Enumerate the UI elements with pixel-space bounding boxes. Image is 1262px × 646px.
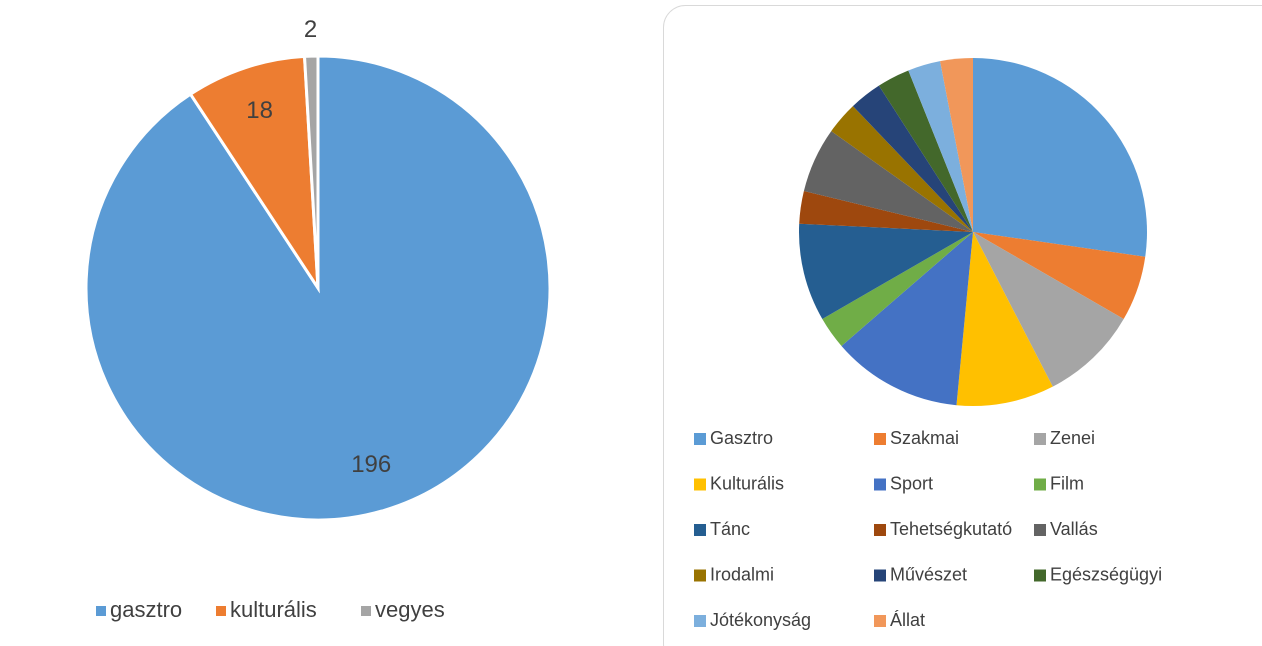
legend-swatch (694, 524, 706, 536)
pie-slice (822, 232, 973, 346)
legend-label: vegyes (375, 597, 445, 622)
legend-label: Zenei (1050, 428, 1095, 448)
pie-slice (973, 232, 1146, 319)
legend-swatch (1034, 433, 1046, 445)
legend-label: Sport (890, 473, 933, 493)
legend-label: Szakmai (890, 428, 959, 448)
pie-slice (973, 232, 1124, 387)
legend-swatch (1034, 524, 1046, 536)
legend-label: Tehetségkutató (890, 519, 1012, 539)
legend-label: Állat (890, 610, 925, 630)
data-label: 18 (246, 97, 273, 124)
legend-swatch (694, 615, 706, 627)
legend-swatch (874, 615, 886, 627)
legend-swatch (1034, 478, 1046, 491)
legend-label: Egészségügyi (1050, 564, 1162, 584)
legend-label: Vallás (1050, 519, 1098, 539)
legend-swatch (361, 606, 371, 616)
pie-slice (302, 54, 320, 289)
legend-label: Művészet (890, 564, 967, 584)
legend-label: Kulturális (710, 473, 784, 493)
pie-slice (188, 54, 320, 294)
legend-label: gasztro (110, 597, 182, 622)
legend-swatch (874, 524, 886, 536)
pie-slice (799, 223, 973, 319)
pie-slice (908, 61, 973, 232)
legend-swatch (694, 433, 706, 445)
legend-label: Gasztro (710, 428, 773, 448)
data-label: 2 (304, 16, 317, 43)
pie-slice (852, 85, 973, 232)
chart-frame (663, 5, 1262, 646)
legend-swatch (874, 433, 886, 445)
legend-label: kulturális (230, 597, 317, 622)
legend-swatch (694, 569, 706, 582)
legend-swatch (694, 478, 706, 491)
pie-slice (841, 232, 973, 406)
legend-label: Tánc (710, 519, 750, 539)
legend-label: Film (1050, 473, 1084, 493)
legend-swatch (96, 606, 106, 616)
data-label: 196 (351, 451, 391, 478)
pie-slice (799, 190, 973, 232)
legend-label: Jótékonyság (710, 610, 811, 630)
legend-swatch (216, 606, 226, 616)
legend-label: Irodalmi (710, 564, 774, 584)
legend-swatch (1034, 569, 1046, 582)
pie-slice (831, 106, 973, 232)
pie-slice (956, 232, 1053, 406)
pie-slice (803, 131, 973, 232)
pie-slice (940, 58, 973, 232)
legend-swatch (874, 569, 886, 582)
legend-swatch (874, 478, 886, 491)
pie-slice (973, 58, 1147, 257)
pie-slice (878, 70, 973, 232)
